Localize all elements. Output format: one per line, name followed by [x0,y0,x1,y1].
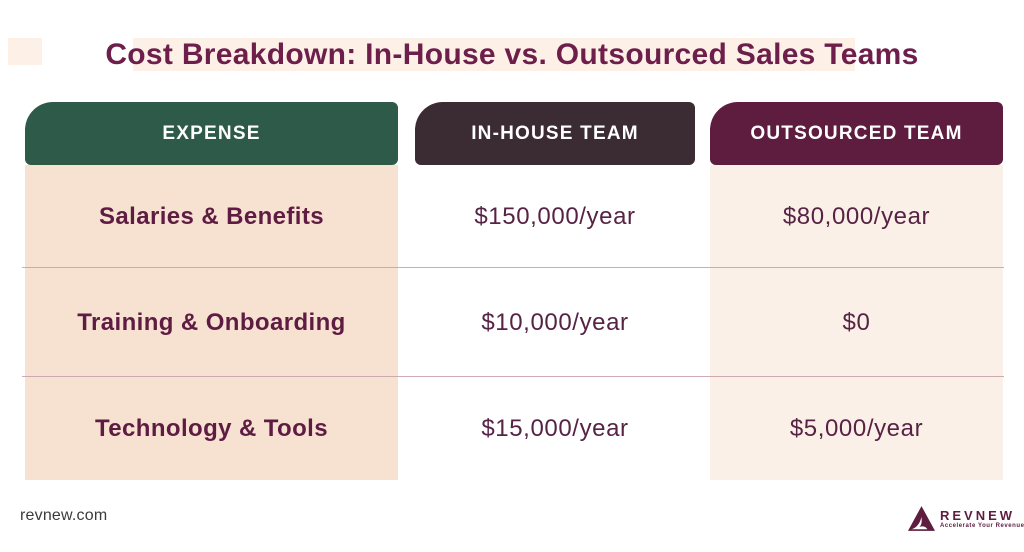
title-highlight-band [133,38,855,71]
inhouse-column-header: IN-HOUSE TEAM [415,102,695,165]
outsourced-cell-row3: $5,000/year [710,377,1003,480]
expense-cell-row1: Salaries & Benefits [25,165,398,268]
value-label: $150,000/year [474,202,636,230]
outsourced-column-header: OUTSOURCED TEAM [710,102,1003,165]
column-expense: EXPENSE Salaries & Benefits Training & O… [25,102,398,480]
value-label: $10,000/year [481,308,629,336]
inhouse-cell-row1: $150,000/year [415,165,695,268]
inhouse-cell-row3: $15,000/year [415,377,695,480]
value-label: $5,000/year [789,414,924,442]
outsourced-column-body: $80,000/year $0 $5,000/year [710,165,1003,480]
value-label: $0 [842,308,871,336]
expense-cell-row2: Training & Onboarding [25,268,398,377]
title-highlight-square [8,38,42,65]
expense-label: Technology & Tools [95,414,328,442]
website-text: revnew.com [20,507,108,524]
expense-label: Salaries & Benefits [98,202,325,230]
brand-name: REVNEW [940,508,1016,523]
wave-triangle-icon [908,506,935,536]
page-title: Cost Breakdown: In-House vs. Outsourced … [105,38,919,71]
column-outsourced: OUTSOURCED TEAM $80,000/year $0 $5,000/y… [710,102,1003,480]
expense-column-header: EXPENSE [25,102,398,165]
revnew-logo: REVNEW Accelerate Your Revenue [908,506,1024,536]
expense-cell-row3: Technology & Tools [25,377,398,480]
column-inhouse: IN-HOUSE TEAM $150,000/year $10,000/year… [415,102,695,480]
value-label: $15,000/year [481,414,629,442]
expense-label: Training & Onboarding [77,308,346,336]
outsourced-cell-row2: $0 [710,268,1003,377]
expense-header-label: EXPENSE [162,122,261,144]
logo-text-block: REVNEW Accelerate Your Revenue [940,509,1024,530]
outsourced-cell-row1: $80,000/year [710,165,1003,268]
row-divider [22,267,1004,268]
inhouse-column-body: $150,000/year $10,000/year $15,000/year [415,165,695,480]
outsourced-header-label: OUTSOURCED TEAM [750,122,963,144]
value-label: $80,000/year [782,202,931,230]
inhouse-header-label: IN-HOUSE TEAM [471,122,639,144]
brand-tagline: Accelerate Your Revenue [940,523,1024,529]
expense-column-body: Salaries & Benefits Training & Onboardin… [25,165,398,480]
inhouse-cell-row2: $10,000/year [415,268,695,377]
row-divider [22,376,1004,377]
